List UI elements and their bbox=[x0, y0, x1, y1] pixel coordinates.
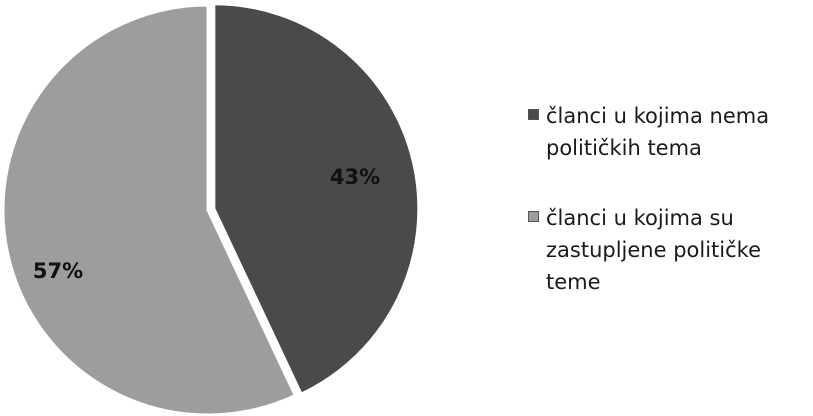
data-label-1: 57% bbox=[33, 259, 83, 283]
legend-label: članci u kojima nema političkih tema bbox=[546, 104, 770, 160]
pie-slice-0 bbox=[212, 2, 421, 397]
legend: članci u kojima nema političkih tema čla… bbox=[528, 100, 813, 336]
legend-label: članci u kojima su zastupljene političke… bbox=[546, 206, 761, 294]
data-label-0: 43% bbox=[330, 165, 380, 189]
legend-item-political-topics: članci u kojima su zastupljene političke… bbox=[528, 202, 813, 298]
legend-swatch-light bbox=[528, 211, 539, 222]
legend-swatch-dark bbox=[528, 109, 539, 120]
pie-slice-1 bbox=[1, 3, 298, 416]
legend-item-no-political-topics: članci u kojima nema političkih tema bbox=[528, 100, 813, 164]
